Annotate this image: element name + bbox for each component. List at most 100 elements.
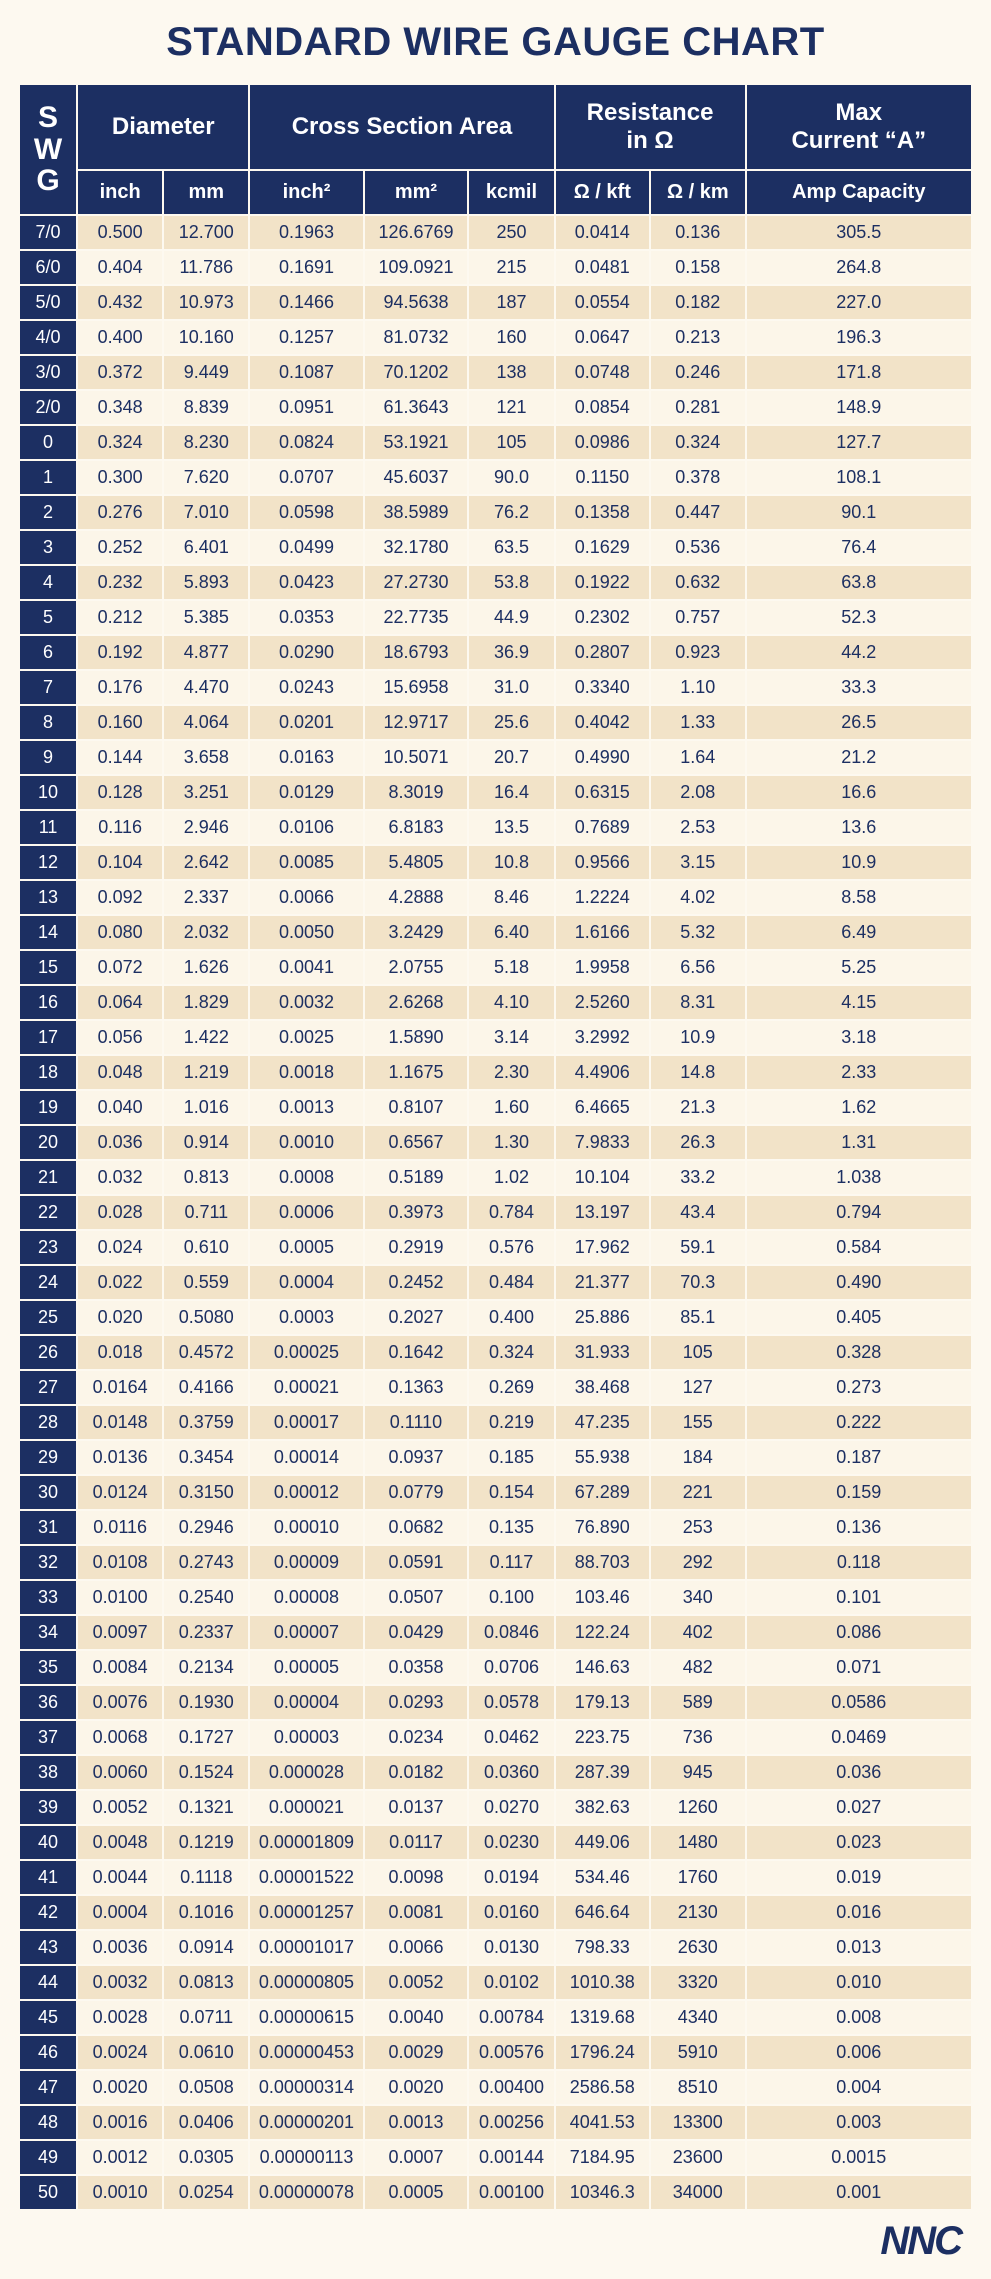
data-cell: 0.00000805 [250, 1966, 362, 1999]
swg-cell: 5 [20, 601, 76, 634]
data-cell: 0.00000453 [250, 2036, 362, 2069]
data-cell: 0.019 [747, 1861, 971, 1894]
data-cell: 0.1363 [365, 1371, 468, 1404]
data-cell: 0.1321 [164, 1791, 248, 1824]
data-cell: 0.0164 [78, 1371, 162, 1404]
swg-cell: 14 [20, 916, 76, 949]
data-cell: 0.246 [651, 356, 745, 389]
data-cell: 0.219 [469, 1406, 553, 1439]
table-row: 310.01160.29460.000100.06820.13576.89025… [20, 1511, 971, 1544]
data-cell: 482 [651, 1651, 745, 1684]
data-cell: 0.144 [78, 741, 162, 774]
data-cell: 2130 [651, 1896, 745, 1929]
swg-cell: 48 [20, 2106, 76, 2139]
table-row: 470.00200.05080.000003140.00200.00400258… [20, 2071, 971, 2104]
data-cell: 63.8 [747, 566, 971, 599]
data-cell: 0.023 [747, 1826, 971, 1859]
data-cell: 0.0076 [78, 1686, 162, 1719]
data-cell: 27.2730 [365, 566, 468, 599]
swg-cell: 6/0 [20, 251, 76, 284]
data-cell: 0.0824 [250, 426, 362, 459]
data-cell: 0.500 [78, 216, 162, 249]
data-cell: 0.213 [651, 321, 745, 354]
data-cell: 0.00005 [250, 1651, 362, 1684]
data-cell: 25.6 [469, 706, 553, 739]
data-cell: 0.794 [747, 1196, 971, 1229]
table-row: 220.0280.7110.00060.39730.78413.19743.40… [20, 1196, 971, 1229]
data-cell: 0.036 [78, 1126, 162, 1159]
data-cell: 1.33 [651, 706, 745, 739]
data-cell: 0.0469 [747, 1721, 971, 1754]
data-cell: 1319.68 [556, 2001, 650, 2034]
header-resistance: Resistance in Ω [556, 85, 745, 169]
data-cell: 0.0591 [365, 1546, 468, 1579]
data-cell: 2.53 [651, 811, 745, 844]
data-cell: 85.1 [651, 1301, 745, 1334]
data-cell: 26.3 [651, 1126, 745, 1159]
data-cell: 0.0010 [78, 2176, 162, 2209]
swg-cell: 27 [20, 1371, 76, 1404]
data-cell: 0.00008 [250, 1581, 362, 1614]
data-cell: 0.018 [78, 1336, 162, 1369]
data-cell: 0.2134 [164, 1651, 248, 1684]
data-cell: 47.235 [556, 1406, 650, 1439]
data-cell: 0.0130 [469, 1931, 553, 1964]
subheader-5: Ω / kft [556, 171, 650, 214]
data-cell: 0.0748 [556, 356, 650, 389]
data-cell: 0.0108 [78, 1546, 162, 1579]
data-cell: 1.219 [164, 1056, 248, 1089]
data-cell: 0.0914 [164, 1931, 248, 1964]
subheader-3: mm² [365, 171, 468, 214]
data-cell: 0.3150 [164, 1476, 248, 1509]
header-diameter: Diameter [78, 85, 248, 169]
data-cell: 0.0201 [250, 706, 362, 739]
data-cell: 1.6166 [556, 916, 650, 949]
table-row: 340.00970.23370.000070.04290.0846122.244… [20, 1616, 971, 1649]
data-cell: 0.0813 [164, 1966, 248, 1999]
data-cell: 4.877 [164, 636, 248, 669]
data-cell: 10.5071 [365, 741, 468, 774]
data-cell: 0.0290 [250, 636, 362, 669]
data-cell: 53.8 [469, 566, 553, 599]
data-cell: 3320 [651, 1966, 745, 1999]
data-cell: 4.10 [469, 986, 553, 1019]
data-cell: 5.32 [651, 916, 745, 949]
data-cell: 0.0481 [556, 251, 650, 284]
data-cell: 0.159 [747, 1476, 971, 1509]
data-cell: 0.1727 [164, 1721, 248, 1754]
data-cell: 0.00001809 [250, 1826, 362, 1859]
data-cell: 0.0243 [250, 671, 362, 704]
data-cell: 2.33 [747, 1056, 971, 1089]
data-cell: 2.5260 [556, 986, 650, 1019]
table-row: 90.1443.6580.016310.507120.70.49901.6421… [20, 741, 971, 774]
data-cell: 61.3643 [365, 391, 468, 424]
data-cell: 22.7735 [365, 601, 468, 634]
data-cell: 1.62 [747, 1091, 971, 1124]
data-cell: 0.2337 [164, 1616, 248, 1649]
data-cell: 10.9 [651, 1021, 745, 1054]
table-row: 60.1924.8770.029018.679336.90.28070.9234… [20, 636, 971, 669]
table-row: 370.00680.17270.000030.02340.0462223.757… [20, 1721, 971, 1754]
data-cell: 2.08 [651, 776, 745, 809]
swg-cell: 20 [20, 1126, 76, 1159]
data-cell: 1.31 [747, 1126, 971, 1159]
data-cell: 7.620 [164, 461, 248, 494]
data-cell: 0.1150 [556, 461, 650, 494]
data-cell: 0.048 [78, 1056, 162, 1089]
data-cell: 0.0025 [250, 1021, 362, 1054]
data-cell: 4041.53 [556, 2106, 650, 2139]
data-cell: 0.0124 [78, 1476, 162, 1509]
data-cell: 6.401 [164, 531, 248, 564]
data-cell: 0.086 [747, 1616, 971, 1649]
data-cell: 0.632 [651, 566, 745, 599]
swg-cell: 7 [20, 671, 76, 704]
data-cell: 0.0647 [556, 321, 650, 354]
swg-cell: 4/0 [20, 321, 76, 354]
data-cell: 0.348 [78, 391, 162, 424]
data-cell: 67.289 [556, 1476, 650, 1509]
data-cell: 0.0194 [469, 1861, 553, 1894]
swg-cell: 45 [20, 2001, 76, 2034]
data-cell: 0.00784 [469, 2001, 553, 2034]
table-row: 440.00320.08130.000008050.00520.01021010… [20, 1966, 971, 1999]
swg-cell: 22 [20, 1196, 76, 1229]
